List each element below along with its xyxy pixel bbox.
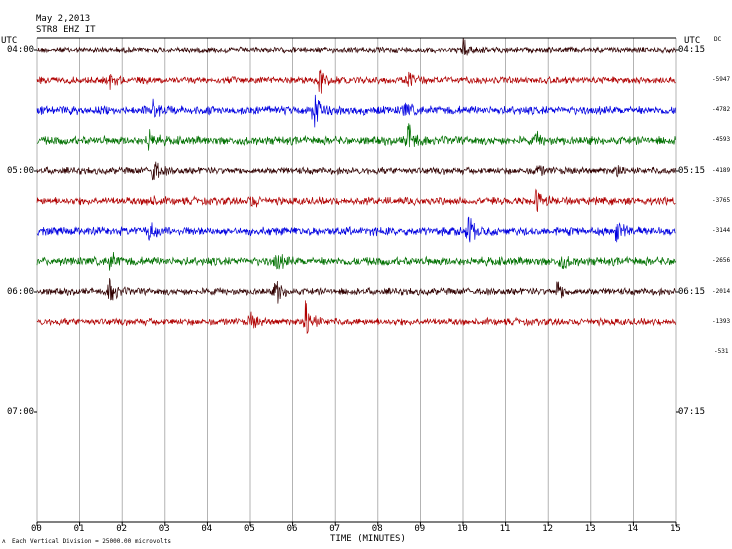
x-tick-label: 01 [73, 524, 85, 534]
right-timezone-label: UTC [684, 36, 701, 46]
seismogram-trace [36, 216, 676, 243]
left-time-label: 07:00 [7, 407, 35, 417]
x-tick-label: 00 [31, 524, 42, 534]
x-tick-label: 04 [201, 524, 213, 534]
x-tick-label: 09 [414, 524, 426, 534]
dc-value: -2014 [712, 288, 731, 295]
x-tick-label: 11 [499, 524, 511, 534]
dc-value: -3144 [712, 227, 731, 234]
left-time-label: 04:00 [7, 45, 35, 55]
left-time-label: 05:00 [7, 166, 35, 176]
x-tick-label: 03 [158, 524, 170, 534]
dc-value: -5947 [712, 76, 731, 83]
dc-value: -531 [714, 348, 729, 355]
right-time-label: 06:15 [678, 287, 706, 297]
scale-note: Each Vertical Division = 25000.00 microv… [12, 538, 171, 545]
dc-value: -4782 [712, 106, 731, 113]
logo-mark: ʌ [2, 538, 6, 545]
seismogram-trace [36, 251, 676, 271]
seismogram-traces [36, 37, 676, 334]
seismogram-trace [36, 278, 676, 304]
left-timezone-label: UTC [1, 36, 18, 46]
seismogram-trace [36, 188, 676, 212]
dc-header-label: DC [714, 36, 722, 43]
x-tick-label: 07 [329, 524, 341, 534]
right-time-label: 05:15 [678, 166, 706, 176]
right-time-label: 07:15 [678, 407, 706, 417]
dc-value: -4189 [712, 167, 731, 174]
dc-value: -4593 [712, 136, 731, 143]
x-tick-label: 13 [584, 524, 596, 534]
x-tick-label: 06 [286, 524, 298, 534]
x-tick-label: 08 [371, 524, 383, 534]
dc-value: -1393 [712, 318, 731, 325]
seismogram-trace [36, 300, 676, 334]
dc-value: -2656 [712, 257, 731, 264]
right-time-label: 04:15 [678, 45, 706, 55]
seismogram-trace [36, 94, 676, 128]
left-time-label: 06:00 [7, 287, 35, 297]
dc-value: -3765 [712, 197, 731, 204]
seismogram-trace [36, 69, 676, 94]
x-tick-label: 12 [542, 524, 554, 534]
seismogram-trace [36, 37, 676, 56]
x-tick-label: 10 [457, 524, 468, 534]
x-tick-label: 02 [116, 524, 128, 534]
grid-lines [36, 38, 677, 522]
x-tick-label: 14 [627, 524, 639, 534]
x-tick-label: 15 [670, 524, 681, 534]
date-label: May 2,2013 [36, 14, 91, 24]
x-tick-label: 05 [244, 524, 255, 534]
seismogram-trace [36, 123, 676, 151]
x-axis-title: TIME (MINUTES) [330, 534, 406, 544]
station-label: STR8 EHZ IT [36, 25, 96, 35]
plot-frame [34, 37, 679, 526]
seismogram-trace [36, 161, 676, 181]
